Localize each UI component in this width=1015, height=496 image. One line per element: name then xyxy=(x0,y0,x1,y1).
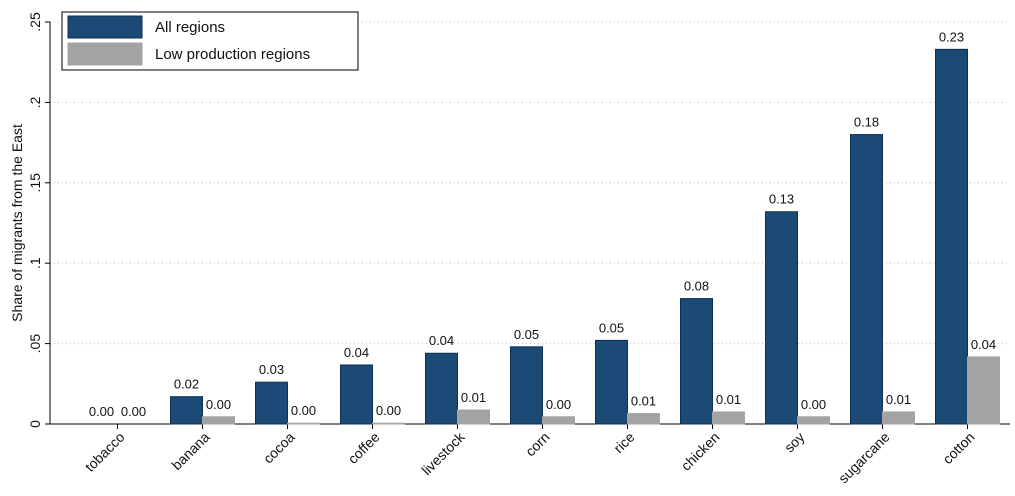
x-tick-label: coffee xyxy=(345,429,383,467)
value-label: 0.01 xyxy=(886,392,911,407)
bar xyxy=(287,422,320,425)
x-tick-label: livestock xyxy=(418,428,468,478)
bar xyxy=(882,411,915,425)
bar xyxy=(510,346,543,425)
x-tick-label: rice xyxy=(610,429,637,456)
bar xyxy=(935,48,968,425)
value-label: 0.18 xyxy=(854,115,879,130)
legend-swatch xyxy=(67,15,143,39)
bar xyxy=(255,381,288,425)
value-label: 0.01 xyxy=(461,390,486,405)
bar xyxy=(425,352,458,425)
y-tick-label: .15 xyxy=(27,173,43,193)
value-label: 0.00 xyxy=(121,404,146,419)
value-label: 0.00 xyxy=(546,397,571,412)
bar xyxy=(595,339,628,425)
x-tick-label: tobacco xyxy=(82,429,128,475)
x-tick-label: soy xyxy=(781,429,808,456)
value-label: 0.01 xyxy=(631,394,656,409)
value-label: 0.02 xyxy=(174,377,199,392)
y-tick-label: .2 xyxy=(27,96,43,108)
value-label: 0.04 xyxy=(971,337,996,352)
bar xyxy=(797,416,830,425)
value-label: 0.00 xyxy=(801,397,826,412)
value-label: 0.01 xyxy=(716,392,741,407)
bar xyxy=(340,364,373,425)
bar xyxy=(967,356,1000,425)
bar xyxy=(372,422,405,425)
value-label: 0.00 xyxy=(376,403,401,418)
value-label: 0.00 xyxy=(206,397,231,412)
x-tick-label: sugarcane xyxy=(835,429,893,487)
bar xyxy=(850,134,883,425)
value-label: 0.13 xyxy=(769,192,794,207)
y-axis-title: Share of migrants from the East xyxy=(9,124,25,322)
y-tick-label: .25 xyxy=(27,12,43,32)
bar xyxy=(542,416,575,425)
value-label: 0.04 xyxy=(344,345,369,360)
bar xyxy=(202,416,235,425)
legend-label: All regions xyxy=(155,19,225,36)
bar xyxy=(627,413,660,425)
bar xyxy=(712,411,745,425)
bar xyxy=(680,298,713,425)
value-label: 0.08 xyxy=(684,279,709,294)
value-label: 0.03 xyxy=(259,362,284,377)
x-tick-label: cotton xyxy=(939,429,977,467)
value-label: 0.05 xyxy=(599,320,624,335)
y-tick-label: .05 xyxy=(27,334,43,354)
value-label: 0.23 xyxy=(939,29,964,44)
y-tick-label: .1 xyxy=(27,257,43,269)
bar xyxy=(170,396,203,425)
x-tick-label: chicken xyxy=(678,429,723,474)
x-tick-label: banana xyxy=(168,429,212,473)
value-label: 0.05 xyxy=(514,327,539,342)
x-tick-label: cocoa xyxy=(260,429,298,467)
value-label: 0.04 xyxy=(429,333,454,348)
value-label: 0.00 xyxy=(291,403,316,418)
x-tick-label: corn xyxy=(522,429,553,460)
bar xyxy=(457,409,490,425)
legend-swatch xyxy=(67,42,143,66)
bar xyxy=(765,211,798,425)
value-label: 0.00 xyxy=(89,404,114,419)
y-tick-label: 0 xyxy=(27,420,43,428)
legend-label: Low production regions xyxy=(155,46,310,63)
